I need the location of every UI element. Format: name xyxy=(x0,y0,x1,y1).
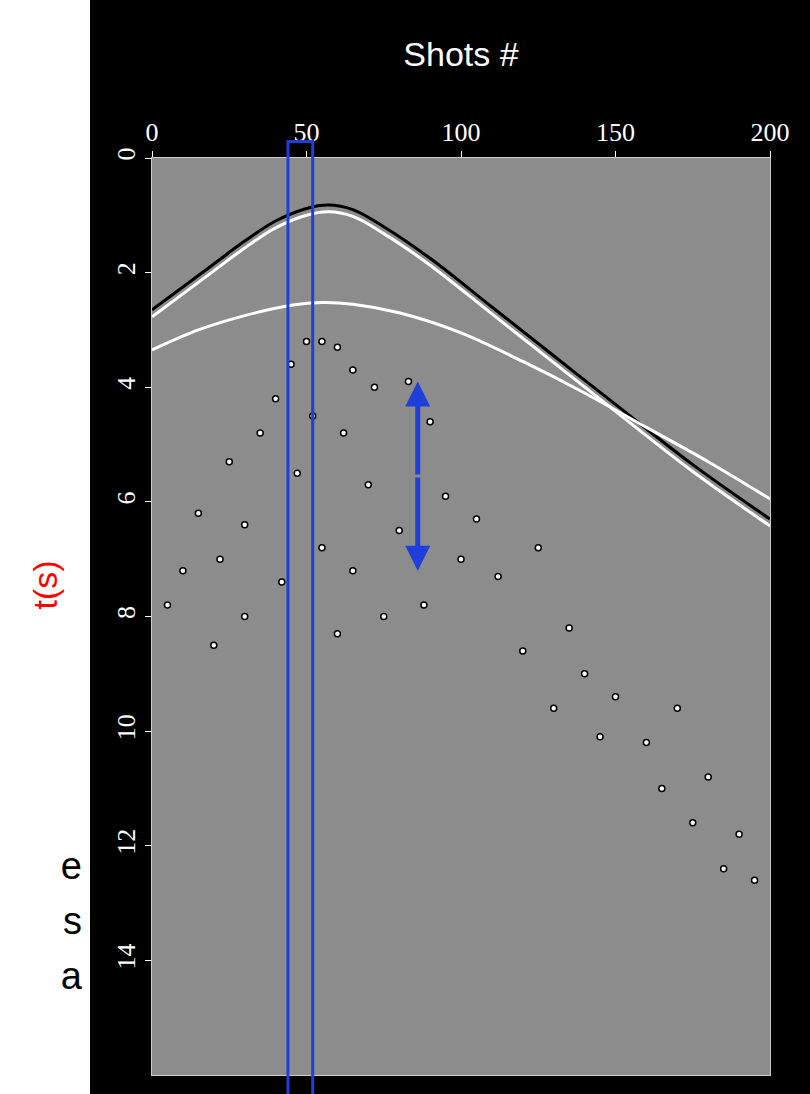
svg-text:150: 150 xyxy=(596,118,635,147)
svg-text:14: 14 xyxy=(112,943,141,969)
html-text:t(s): t(s) xyxy=(25,560,64,610)
svg-text:100: 100 xyxy=(442,118,481,147)
svg-text:2: 2 xyxy=(112,262,141,275)
svg-text:0: 0 xyxy=(146,118,159,147)
html-text:e: e xyxy=(60,845,82,887)
html-text:a: a xyxy=(60,955,82,997)
svg-text:12: 12 xyxy=(112,829,141,855)
svg-text:4: 4 xyxy=(112,377,141,390)
svg-text:6: 6 xyxy=(112,491,141,504)
svg-text:50: 50 xyxy=(294,118,320,147)
html-text:s: s xyxy=(63,900,82,942)
svg-text:0: 0 xyxy=(112,148,141,161)
svg-text:Shots #: Shots # xyxy=(403,35,518,73)
svg-text:10: 10 xyxy=(112,714,141,740)
svg-text:8: 8 xyxy=(112,606,141,619)
svg-text:200: 200 xyxy=(751,118,790,147)
